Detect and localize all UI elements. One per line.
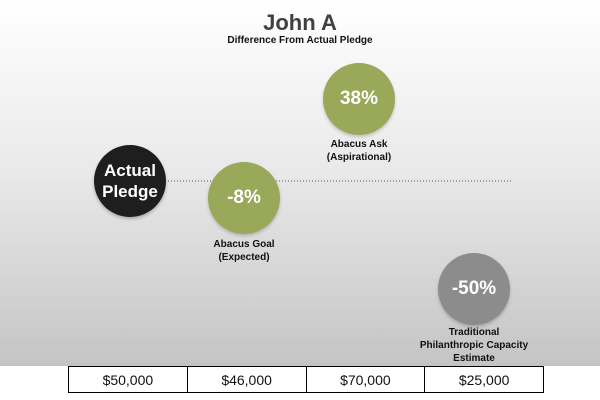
chart-subtitle: Difference From Actual Pledge [227,35,373,46]
traditional-capacity-value: -50% [451,278,497,299]
abacus-ask-bubble: 38% [323,63,395,135]
amount-cell-abacus-goal: $46,000 [186,366,307,393]
amount-cell-abacus-ask: $70,000 [305,366,426,393]
chart-title: John A [263,10,337,35]
abacus-ask-label: Abacus Ask (Aspirational) [326,139,392,163]
abacus-goal-label: Abacus Goal (Expected) [213,239,275,263]
traditional-capacity-label: Traditional Philanthropic Capacity Estim… [419,327,529,364]
amount-cell-traditional: $25,000 [424,366,544,393]
actual-pledge-bubble: Actual Pledge [94,145,166,217]
amounts-table: $50,000 $46,000 $70,000 $25,000 [68,366,544,393]
abacus-ask-value: 38% [339,88,379,109]
chart-panel [0,0,600,366]
amounts-row: $50,000 $46,000 $70,000 $25,000 [68,366,544,393]
traditional-capacity-bubble: -50% [438,253,510,325]
abacus-goal-bubble: -8% [208,162,280,234]
abacus-goal-value: -8% [227,187,261,208]
actual-pledge-label: Actual Pledge [102,161,158,201]
amount-cell-actual: $50,000 [68,366,188,393]
